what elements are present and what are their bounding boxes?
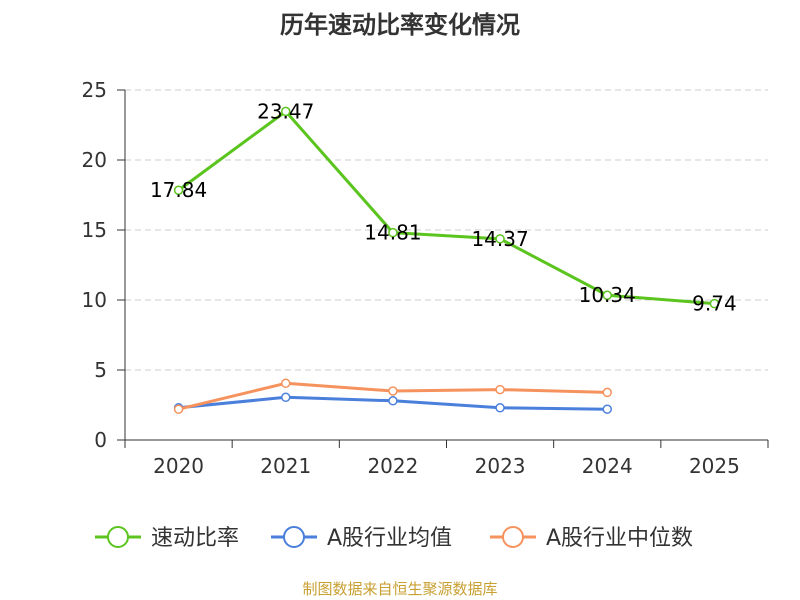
source-note: 制图数据来自恒生聚源数据库 [302,580,497,598]
x-tick-label: 2021 [260,454,311,478]
chart-title: 历年速动比率变化情况 [280,11,520,39]
data-point [709,298,720,309]
x-tick-label: 2024 [582,454,633,478]
x-tick-label: 2023 [475,454,526,478]
y-tick-label: 0 [94,428,107,452]
x-tick-label: 2022 [367,454,418,478]
x-tick-label: 2020 [153,454,204,478]
data-label: 23.47 [257,99,314,123]
y-tick-label: 15 [82,218,107,242]
data-point [388,396,398,406]
y-tick-label: 5 [94,358,107,382]
data-label: 10.34 [579,283,636,307]
data-point [388,386,398,396]
data-label: 14.37 [471,227,528,251]
data-point [173,404,184,414]
legend-marker-1 [283,526,305,548]
data-point [388,227,398,238]
legend-label-2: A股行业中位数 [546,526,693,551]
data-point [602,290,612,300]
data-point [281,106,291,117]
y-tick-label: 10 [82,288,107,312]
data-point [602,387,612,398]
data-point [495,403,505,413]
grid-layer [125,89,768,371]
label-layer: 17.84 23.47 14.81 14.37 10.34 9.74 [150,99,737,315]
data-point [173,185,184,195]
y-tick-label: 25 [82,78,107,102]
data-point [281,392,291,403]
legend-label-0: 速动比率 [151,526,239,551]
data-point [495,384,505,395]
legend-marker-2 [502,526,524,548]
series-layer [173,106,720,414]
x-tick-label: 2025 [689,454,740,478]
legend-label-1: A股行业均值 [327,526,452,551]
data-label: 17.84 [150,178,207,202]
legend-marker-0 [107,526,129,548]
data-label: 14.81 [364,221,421,245]
data-label: 9.74 [692,292,737,316]
data-point [281,378,291,389]
y-tick-label: 20 [82,148,107,172]
series-line-0 [177,109,715,306]
data-point [602,404,612,414]
legend: 速动比率 A股行业均值 A股行业中位数 [95,526,693,551]
data-point [495,234,505,244]
